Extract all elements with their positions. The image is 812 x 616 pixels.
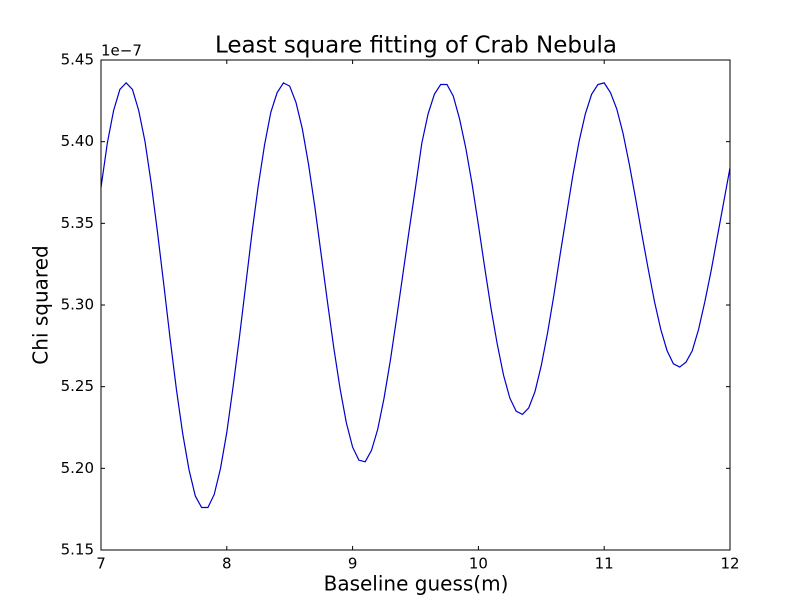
x-tick-label: 7 <box>96 555 106 573</box>
x-tick-label: 9 <box>348 555 358 573</box>
x-tick-label: 8 <box>222 555 232 573</box>
y-axis-label: Chi squared <box>29 245 53 364</box>
y-tick-label: 5.20 <box>61 459 94 477</box>
y-tick-label: 5.30 <box>61 296 94 314</box>
plot-area <box>100 82 731 509</box>
y-tick-label: 5.40 <box>61 132 94 150</box>
plot-frame <box>100 59 731 551</box>
y-offset-label: 1e−7 <box>101 42 142 60</box>
x-tick-label: 12 <box>720 555 739 573</box>
ticks: 7 8 9 10 11 12 5.15 5.20 5.25 5.30 5.35 5.40 5.45 <box>61 51 740 573</box>
chart-title: Least square fitting of Crab Nebula <box>215 33 617 59</box>
x-axis-label: Baseline guess(m) <box>324 572 509 596</box>
data-line <box>100 82 731 509</box>
y-tick-label: 5.25 <box>61 377 94 395</box>
y-tick-label: 5.45 <box>61 51 94 69</box>
x-tick-label: 11 <box>595 555 614 573</box>
y-tick-label: 5.15 <box>61 541 94 559</box>
x-tick-label: 10 <box>469 555 488 573</box>
y-tick-label: 5.35 <box>61 214 94 232</box>
